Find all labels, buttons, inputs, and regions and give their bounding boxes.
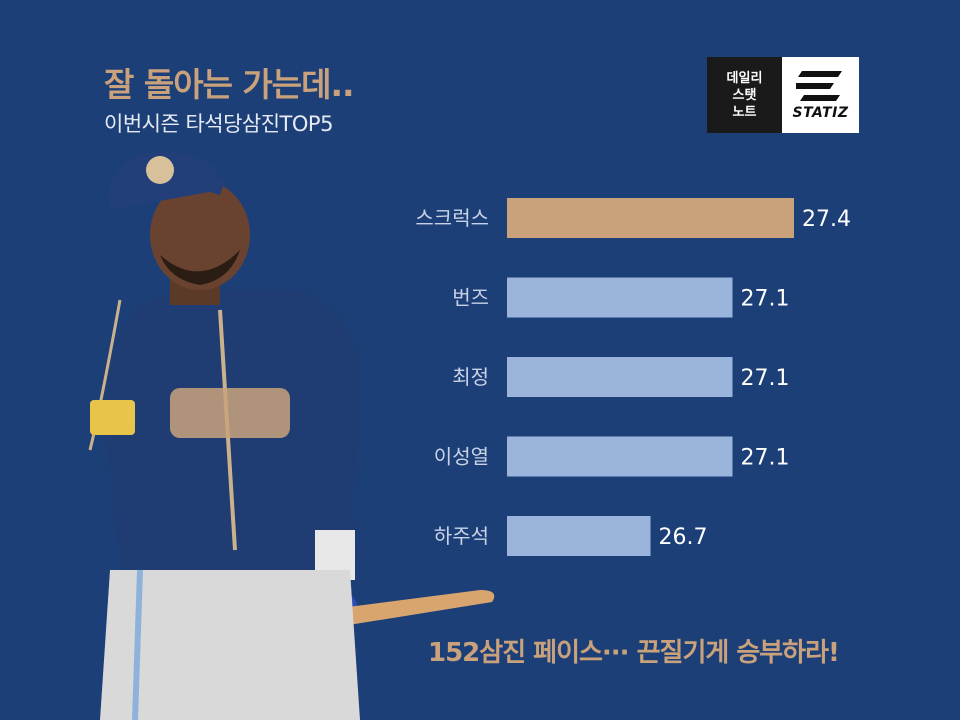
statiz-stripes-icon [796, 71, 842, 101]
bar-3 [507, 436, 733, 477]
category-label-2: 최정 [452, 365, 489, 389]
bar-1 [507, 277, 733, 318]
category-label-4: 하주석 [434, 524, 489, 548]
badge-line-3: 노트 [732, 104, 757, 120]
statiz-brand-box: STATIZ [782, 57, 859, 133]
statiz-wordmark: STATIZ [792, 105, 849, 121]
value-label-4: 26.7 [659, 525, 708, 550]
footer-caption: 152삼진 페이스··· 끈질기게 승부하라! [428, 638, 840, 668]
player-photo [88, 151, 495, 720]
bar-4 [507, 516, 651, 556]
category-label-3: 이성열 [434, 445, 489, 469]
value-label-1: 27.1 [741, 287, 790, 312]
daily-stat-note-badge: 데일리 스탯 노트 [707, 57, 782, 133]
page-title: 잘 돌아는 가는데.. [104, 65, 355, 104]
badge-line-1: 데일리 [726, 70, 763, 86]
value-label-0: 27.4 [802, 207, 851, 232]
value-label-3: 27.1 [741, 446, 790, 471]
value-label-2: 27.1 [741, 366, 790, 391]
bar-2 [507, 357, 733, 397]
category-label-1: 번즈 [452, 286, 489, 310]
page-subtitle: 이번시즌 타석당삼진TOP5 [104, 112, 333, 136]
category-label-0: 스크럭스 [415, 206, 489, 230]
badge-line-2: 스탯 [732, 87, 757, 103]
statiz-logo: 데일리 스탯 노트 STATIZ [707, 57, 859, 133]
bar-0 [507, 198, 794, 238]
